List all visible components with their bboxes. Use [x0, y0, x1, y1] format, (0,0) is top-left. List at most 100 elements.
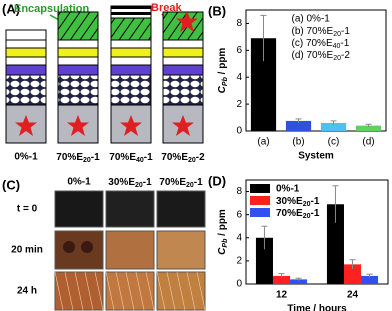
- layer: [5, 39, 47, 49]
- photo: [54, 190, 104, 228]
- photo: [54, 230, 104, 270]
- layer: [57, 64, 99, 76]
- y-tick-label: 4: [236, 232, 242, 243]
- legend-entry: (d) 70%E20-2: [292, 50, 351, 63]
- x-tick-label: 24: [347, 290, 359, 301]
- plot-frame: [245, 9, 387, 132]
- layer: [110, 64, 152, 76]
- layer: [5, 74, 47, 106]
- layer: [5, 47, 47, 58]
- y-tick-label: 2: [236, 256, 242, 267]
- photo: [156, 190, 206, 228]
- layer: [162, 56, 204, 66]
- layer: [162, 74, 204, 106]
- crack: [166, 271, 176, 311]
- column-label: 0%-1: [14, 152, 38, 163]
- layer: [110, 17, 152, 41]
- layer: [162, 64, 204, 76]
- y-tick-label: 0: [236, 126, 242, 137]
- layer: [5, 29, 47, 41]
- crack: [84, 271, 94, 311]
- legend-entry: (b) 70%E20-1: [292, 26, 351, 39]
- crack: [176, 271, 186, 311]
- y-axis-label: CPb / ppm: [217, 209, 230, 255]
- panel-c: (C) 0%-1 30%E20-1 70%E20-1 t = 0 20 min 24 h: [2, 177, 206, 311]
- layer: [110, 47, 152, 58]
- layer: [57, 56, 99, 66]
- crack: [115, 271, 125, 311]
- bar: [290, 279, 308, 284]
- photo: [105, 230, 155, 270]
- bar: [361, 275, 379, 284]
- crack: [135, 271, 145, 311]
- layer: [162, 47, 204, 58]
- layer: [110, 56, 152, 66]
- panel-label: (C): [2, 177, 20, 192]
- column-header: 0%-1: [67, 177, 91, 188]
- panel-label: (D): [208, 173, 226, 188]
- photo: [156, 230, 206, 270]
- x-tick-label: (a): [257, 137, 269, 148]
- crack: [64, 271, 74, 311]
- crack: [74, 271, 84, 311]
- panel-a: (A) Encapsulation Break 0%-1 70%E20-1 70%E…: [2, 1, 205, 164]
- legend-entry: 0%-1: [276, 184, 300, 195]
- layer: [5, 56, 47, 66]
- photo: [105, 190, 155, 228]
- layer: [57, 39, 99, 49]
- x-axis-label: System: [298, 151, 334, 162]
- bar: [320, 122, 347, 131]
- y-tick-label: 2: [236, 99, 242, 110]
- y-tick-label: 8: [236, 186, 242, 197]
- bar: [355, 125, 382, 131]
- panel-label: (A): [2, 1, 20, 16]
- y-tick-label: 0: [236, 279, 242, 290]
- plot-frame: [245, 179, 389, 285]
- layer: [162, 39, 204, 49]
- legend-swatch: [250, 208, 270, 217]
- crack: [196, 271, 206, 311]
- column-header: 30%E20-1: [108, 177, 152, 190]
- crack: [54, 271, 64, 311]
- layer: [57, 11, 99, 41]
- layer: [110, 39, 152, 49]
- legend-entry: 70%E20-1: [276, 208, 320, 221]
- layer: [57, 47, 99, 58]
- x-tick-label: (c): [328, 137, 340, 148]
- crack: [156, 271, 166, 311]
- x-tick-label: (d): [362, 137, 374, 148]
- bar: [272, 275, 291, 284]
- crack: [125, 271, 135, 311]
- spot: [81, 241, 93, 253]
- row-label: 20 min: [11, 245, 43, 256]
- bar: [343, 264, 362, 284]
- y-tick-label: 6: [236, 209, 242, 220]
- spot: [63, 241, 75, 253]
- bar: [255, 237, 273, 284]
- column-label: 70%E40-1: [109, 152, 153, 165]
- bar: [326, 204, 344, 284]
- layer: [57, 74, 99, 106]
- annotation: Break: [151, 2, 182, 14]
- legend-entry: (a) 0%-1: [292, 14, 331, 25]
- bar: [285, 120, 312, 131]
- y-tick-label: 6: [236, 45, 242, 56]
- column-header: 70%E20-1: [159, 177, 203, 190]
- crack: [94, 271, 104, 311]
- row-label: t = 0: [17, 204, 38, 215]
- legend-swatch: [250, 184, 270, 193]
- y-axis-label: CPb / ppm: [217, 48, 230, 94]
- row-label: 24 h: [17, 286, 37, 297]
- y-tick-label: 8: [236, 18, 242, 29]
- legend-swatch: [250, 196, 270, 205]
- x-axis-label: Time / hours: [287, 304, 347, 311]
- x-tick-label: 12: [276, 290, 288, 301]
- crack: [186, 271, 196, 311]
- column-label: 70%E20-2: [161, 152, 205, 165]
- layer: [110, 74, 152, 106]
- photo: [156, 271, 206, 311]
- legend-entry: 30%E20-1: [276, 196, 320, 209]
- column-label: 70%E20-1: [56, 152, 100, 165]
- panel-label: (B): [208, 3, 226, 18]
